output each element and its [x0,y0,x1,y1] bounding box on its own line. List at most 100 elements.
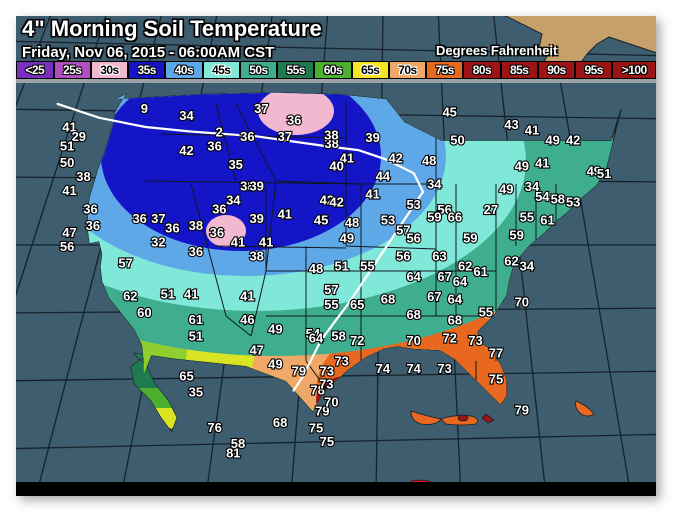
svg-text:68: 68 [406,307,420,322]
svg-text:55: 55 [360,259,374,274]
svg-text:36: 36 [210,225,224,240]
svg-text:61: 61 [473,264,487,279]
svg-text:72: 72 [442,330,456,345]
svg-text:61: 61 [540,212,554,227]
svg-text:36: 36 [132,211,146,226]
svg-text:44: 44 [376,169,391,184]
svg-text:68: 68 [273,415,287,430]
svg-text:35: 35 [228,157,242,172]
svg-text:34: 34 [179,108,194,123]
svg-text:38: 38 [249,249,263,264]
svg-text:51: 51 [597,166,611,181]
svg-text:55: 55 [479,305,493,320]
svg-text:64: 64 [406,269,421,284]
svg-text:70: 70 [324,395,338,410]
svg-text:76: 76 [207,420,221,435]
svg-text:57: 57 [118,256,132,271]
svg-text:73: 73 [437,361,451,376]
svg-text:47: 47 [62,225,76,240]
svg-text:55: 55 [520,210,534,225]
svg-text:41: 41 [240,289,254,304]
svg-text:59: 59 [509,228,523,243]
svg-text:81: 81 [226,446,240,461]
svg-text:56: 56 [406,230,420,245]
svg-text:56: 56 [60,239,74,254]
svg-text:49: 49 [268,322,282,337]
svg-text:36: 36 [207,139,221,154]
svg-text:50: 50 [60,155,74,170]
svg-text:47: 47 [249,343,263,358]
svg-text:53: 53 [566,194,580,209]
svg-text:36: 36 [83,202,97,217]
svg-text:32: 32 [151,234,165,249]
svg-text:41: 41 [184,286,198,301]
svg-text:42: 42 [329,194,343,209]
svg-text:36: 36 [212,202,226,217]
svg-text:74: 74 [376,361,391,376]
svg-text:73: 73 [334,353,348,368]
svg-text:75: 75 [309,420,323,435]
svg-text:58: 58 [551,192,565,207]
svg-text:41: 41 [365,187,379,202]
svg-text:48: 48 [422,153,436,168]
svg-text:49: 49 [340,230,354,245]
svg-text:37: 37 [151,211,165,226]
svg-text:51: 51 [189,329,203,344]
svg-text:55: 55 [324,297,338,312]
svg-text:63: 63 [432,248,446,263]
svg-text:54: 54 [535,189,550,204]
svg-text:57: 57 [324,282,338,297]
svg-text:36: 36 [189,244,203,259]
svg-text:50: 50 [450,133,464,148]
svg-text:59: 59 [427,210,441,225]
svg-text:38: 38 [189,218,203,233]
svg-text:74: 74 [406,361,421,376]
svg-text:48: 48 [345,215,359,230]
svg-text:42: 42 [179,143,193,158]
svg-text:36: 36 [240,129,254,144]
svg-text:9: 9 [141,101,148,116]
svg-text:60: 60 [137,305,151,320]
svg-text:64: 64 [448,292,463,307]
svg-text:67: 67 [437,269,451,284]
svg-text:49: 49 [268,357,282,372]
svg-text:39: 39 [365,130,379,145]
svg-text:34: 34 [427,176,442,191]
svg-text:36: 36 [165,220,179,235]
svg-text:46: 46 [240,312,254,327]
svg-text:51: 51 [334,259,348,274]
svg-text:66: 66 [448,210,462,225]
svg-text:59: 59 [463,230,477,245]
svg-text:41: 41 [525,122,539,137]
svg-text:41: 41 [259,234,273,249]
svg-text:53: 53 [406,197,420,212]
svg-text:45: 45 [442,104,456,119]
svg-text:77: 77 [489,346,503,361]
svg-text:41: 41 [62,183,76,198]
svg-text:43: 43 [504,117,518,132]
svg-text:65: 65 [350,297,364,312]
svg-text:64: 64 [453,274,468,289]
svg-text:70: 70 [406,333,420,348]
svg-text:56: 56 [396,248,410,263]
svg-text:40: 40 [329,158,343,173]
svg-text:67: 67 [427,289,441,304]
svg-text:68: 68 [381,292,395,307]
svg-text:38: 38 [76,169,90,184]
svg-text:75: 75 [320,434,334,449]
svg-text:62: 62 [458,259,472,274]
svg-text:38: 38 [324,127,338,142]
svg-text:48: 48 [309,261,323,276]
svg-text:34: 34 [226,192,241,207]
svg-text:36: 36 [86,218,100,233]
svg-text:62: 62 [123,289,137,304]
svg-text:34: 34 [520,259,535,274]
svg-text:41: 41 [278,206,292,221]
svg-text:39: 39 [249,178,263,193]
svg-text:64: 64 [309,330,324,345]
svg-text:37: 37 [278,129,292,144]
svg-text:75: 75 [489,371,503,386]
svg-text:51: 51 [60,139,74,154]
svg-text:49: 49 [499,181,513,196]
svg-text:73: 73 [319,377,333,392]
